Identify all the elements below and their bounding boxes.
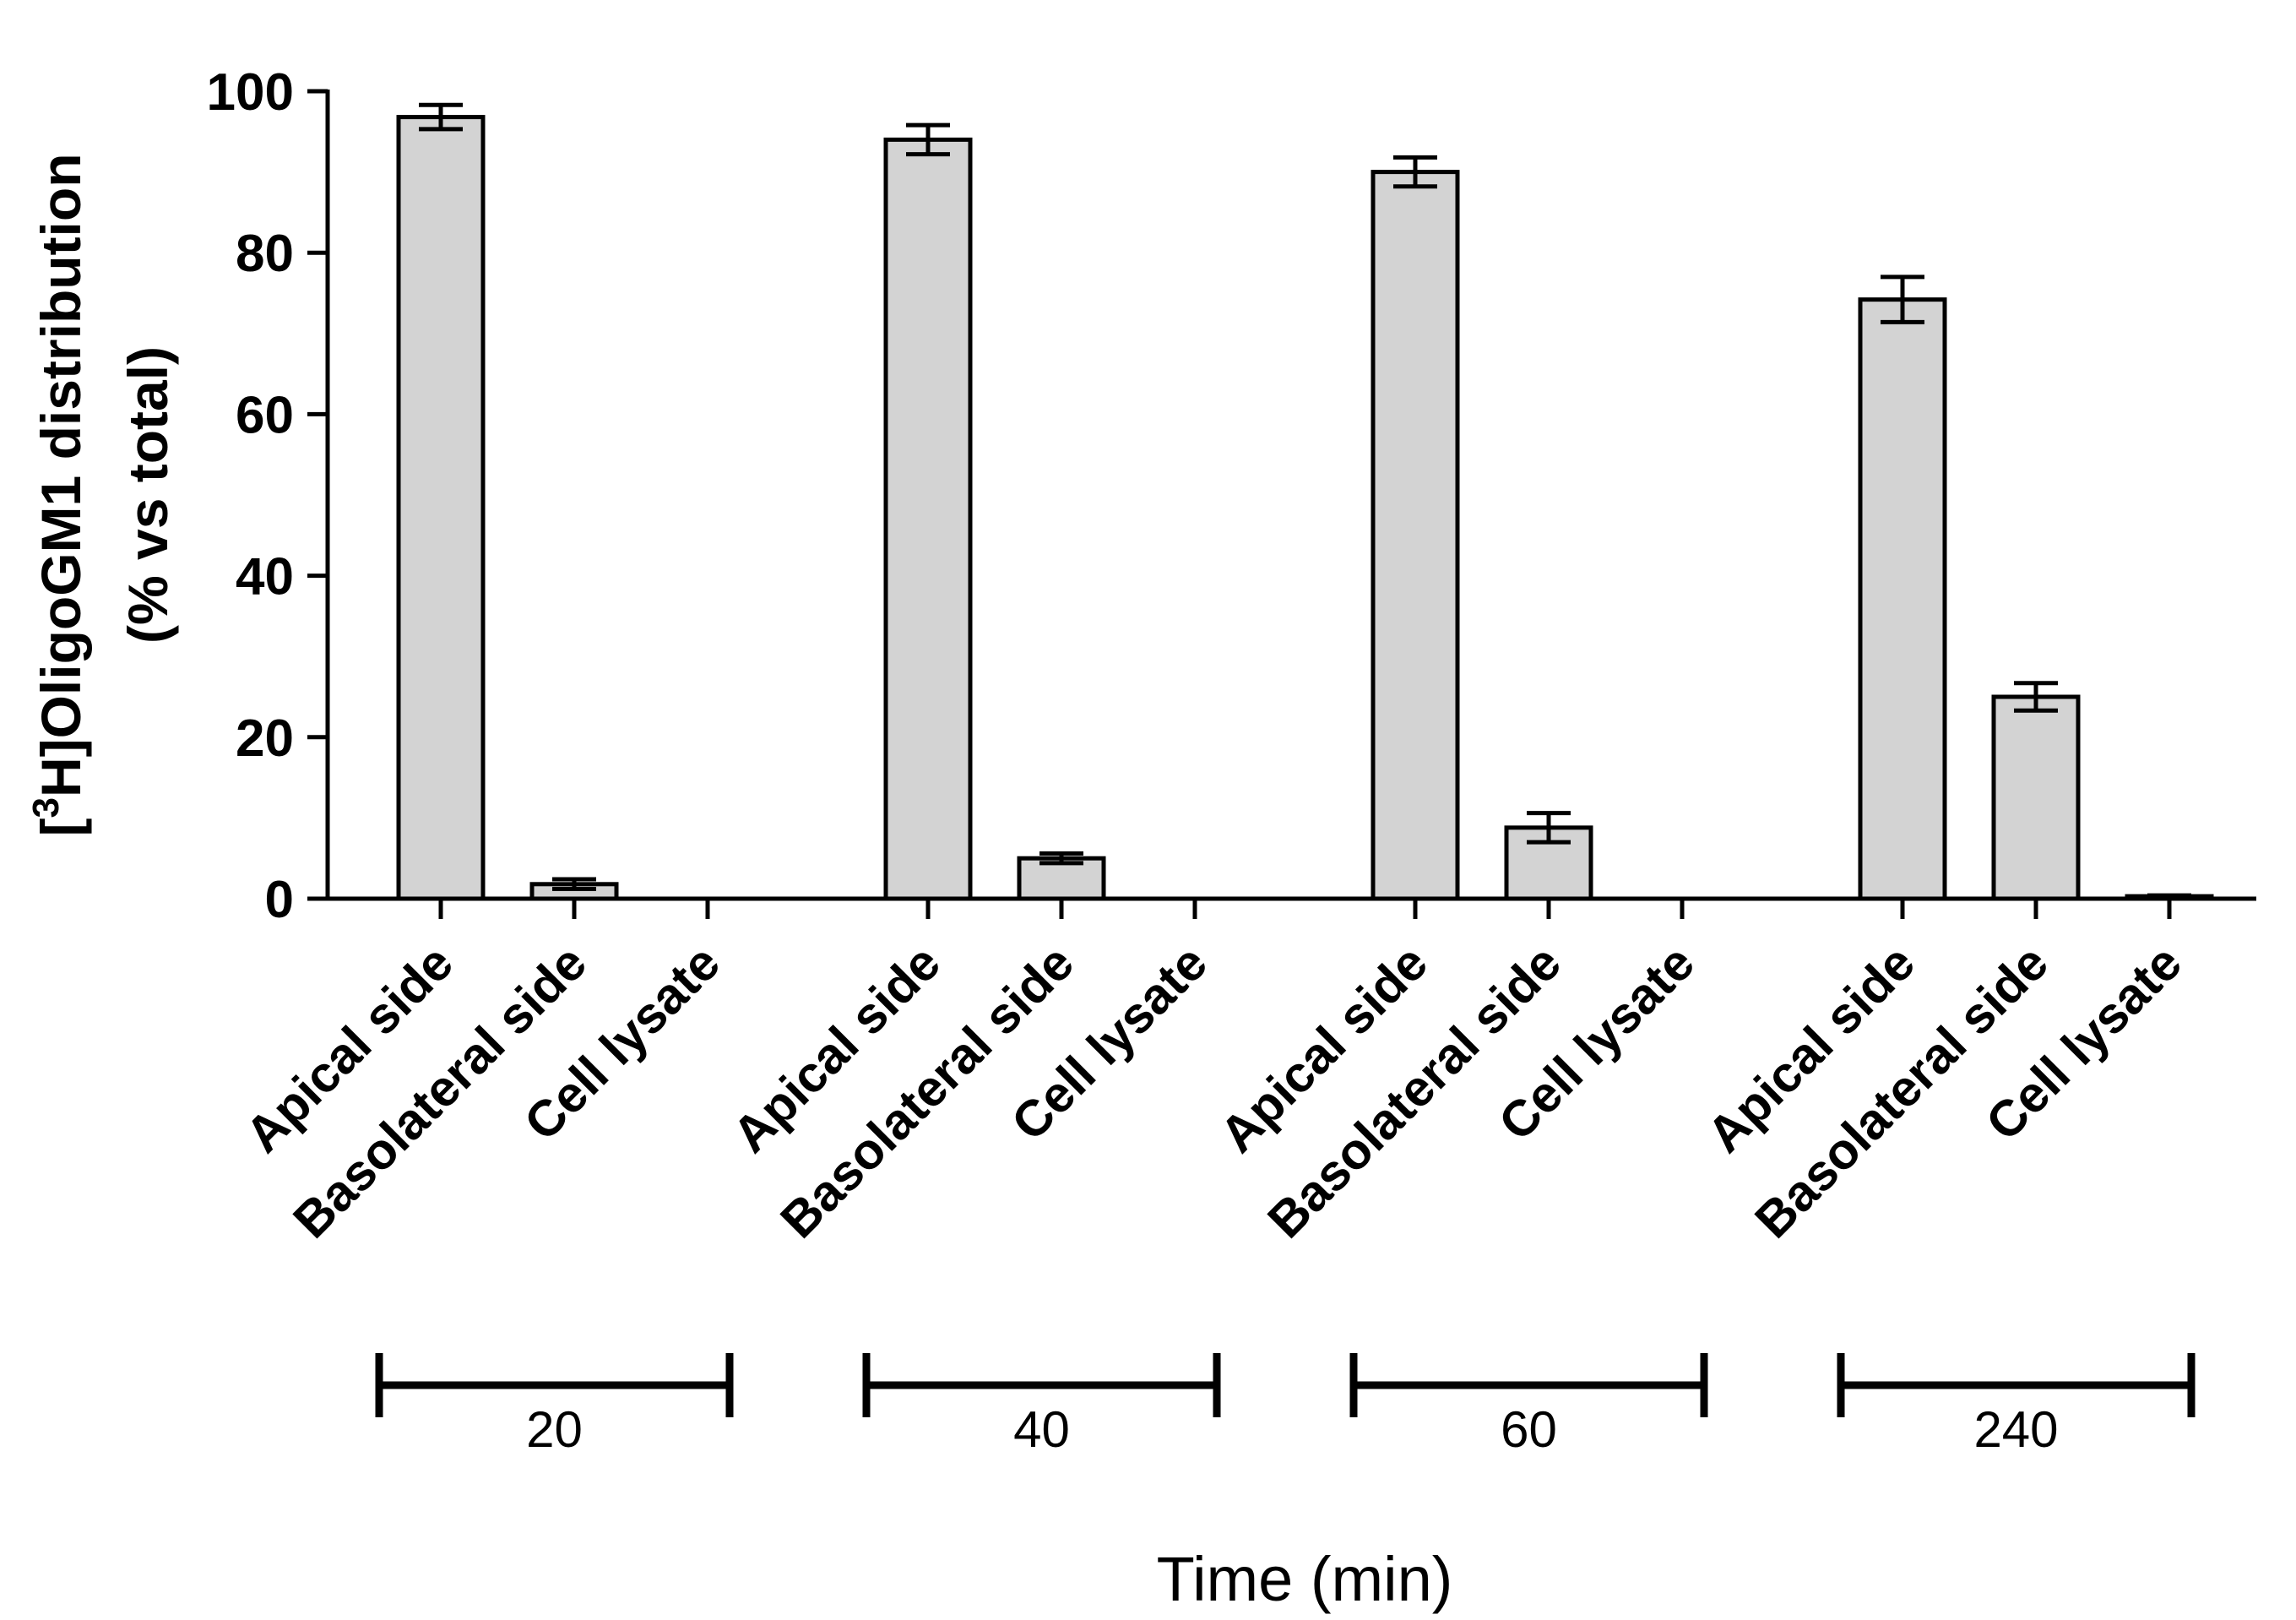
- time-group-label: 40: [1013, 1401, 1070, 1458]
- y-axis-title-line1: [3H]OligoGM1 distribution: [25, 153, 92, 836]
- time-group-label: 240: [1973, 1401, 2058, 1458]
- time-group-label: 20: [526, 1401, 583, 1458]
- time-group-bracket: [1349, 1353, 1708, 1417]
- time-group-label: 60: [1501, 1401, 1557, 1458]
- y-tick-label: 60: [236, 386, 294, 444]
- y-tick-label: 40: [236, 548, 294, 606]
- time-group-bracket: [862, 1353, 1221, 1417]
- bar: [883, 137, 973, 901]
- y-tick-label: 20: [236, 709, 294, 768]
- y-axis-label: [3H]OligoGM1 distribution (% vs total): [25, 153, 179, 836]
- y-tick-label: 100: [207, 63, 294, 122]
- bar: [1991, 694, 2081, 901]
- y-tick-label: 0: [265, 871, 294, 929]
- x-axis-title: Time (min): [1157, 1544, 1453, 1614]
- y-axis: 0 20 40 60 80 100: [207, 63, 330, 929]
- y-axis-title-superscript: 3: [25, 797, 67, 818]
- y-tick-label: 80: [236, 225, 294, 283]
- x-axis: [328, 896, 2256, 919]
- y-axis-title-line2: (% vs total): [117, 346, 179, 644]
- bars: [396, 102, 2214, 901]
- bar: [396, 115, 486, 901]
- time-group-bracket: [375, 1353, 734, 1417]
- bar: [1371, 170, 1460, 901]
- time-group-bracket: [1837, 1353, 2196, 1417]
- time-groups: 20 40 60 240: [375, 1353, 2196, 1458]
- bar: [1858, 297, 1947, 901]
